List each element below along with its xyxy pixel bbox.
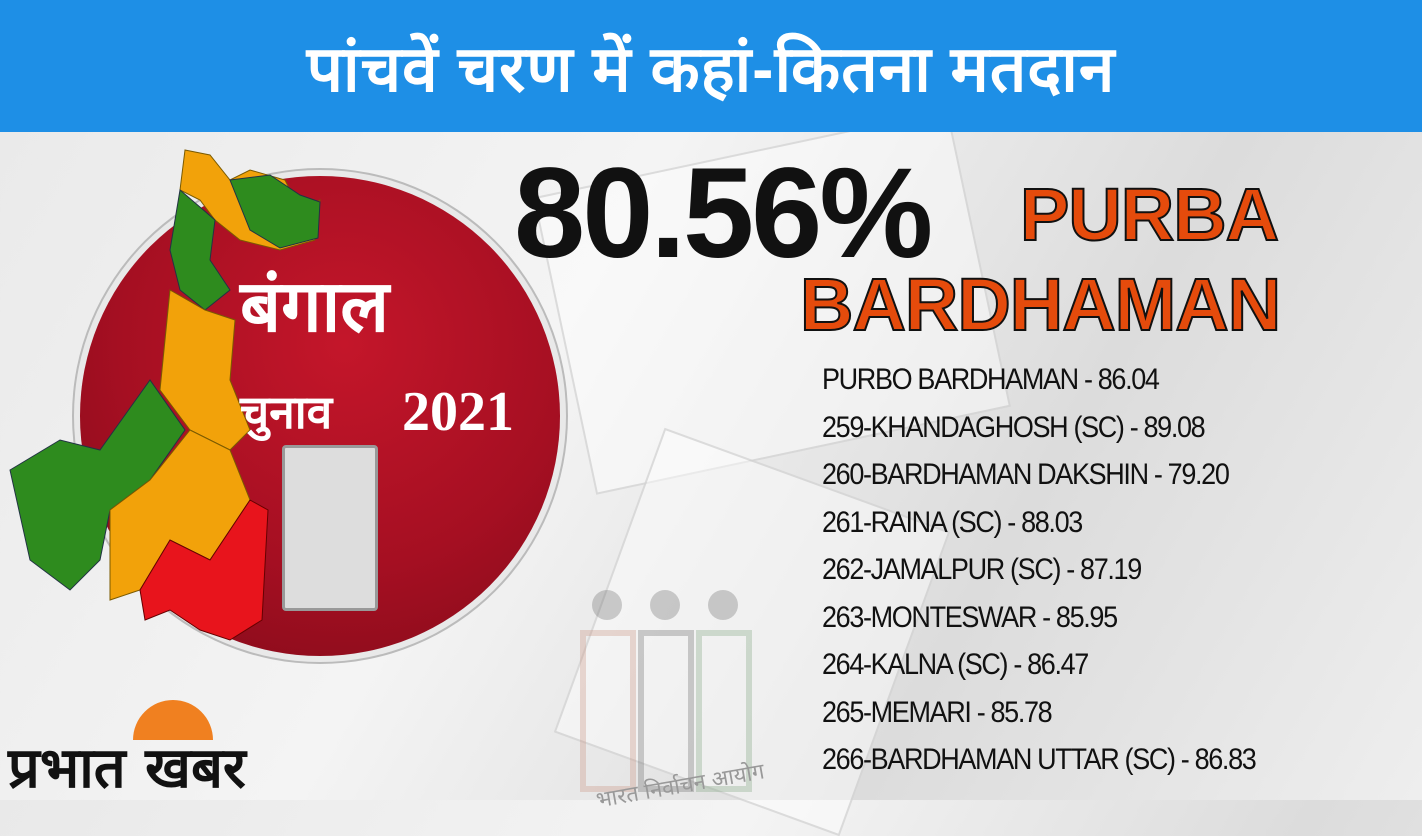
header-banner: पांचवें चरण में कहां-कितना मतदान (0, 0, 1422, 132)
list-item: 264-KALNA (SC) - 86.47 (822, 648, 1089, 681)
map-region-south-red (139, 499, 269, 641)
prabhat-khabar-logo: प्रभात खबर (8, 700, 358, 801)
page-title: पांचवें चरण में कहां-कितना मतदान (306, 32, 1116, 105)
district-name-line1: PURBA (1019, 172, 1280, 257)
list-item: 259-KHANDAGHOSH (SC) - 89.08 (822, 410, 1206, 444)
list-item: 263-MONTESWAR - 85.95 (822, 600, 1118, 634)
map-region-neck (169, 189, 231, 311)
list-item: 265-MEMARI - 85.78 (822, 695, 1053, 729)
turnout-percentage: 80.56% (514, 142, 933, 285)
list-item: 260-BARDHAMAN DAKSHIN - 79.20 (822, 458, 1230, 491)
constituency-list: PURBO BARDHAMAN - 86.04 259-KHANDAGHOSH … (822, 356, 1304, 784)
list-item: PURBO BARDHAMAN - 86.04 (822, 363, 1160, 396)
map-region-middle (159, 289, 251, 451)
list-item: 261-RAINA (SC) - 88.03 (822, 505, 1083, 539)
logo-text: प्रभात खबर (8, 736, 246, 801)
bengal-map (9, 149, 321, 641)
district-name-line2: BARDHAMAN (799, 262, 1282, 347)
emblem-title: बंगाल (240, 263, 390, 348)
voting-machine-icon (282, 445, 378, 611)
list-item: 262-JAMALPUR (SC) - 87.19 (822, 553, 1142, 586)
list-item: 266-BARDHAMAN UTTAR (SC) - 86.83 (822, 743, 1257, 776)
map-region-north-green (229, 174, 321, 249)
emblem-year: 2021 (402, 381, 514, 443)
emblem-subtitle: चुनाव (240, 385, 333, 439)
election-commission-watermark (580, 590, 780, 800)
